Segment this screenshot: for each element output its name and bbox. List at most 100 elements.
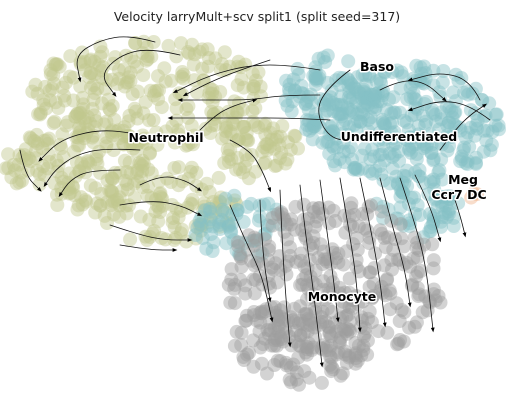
cell-point-undifferentiated bbox=[488, 118, 503, 133]
cell-point-neutrophil bbox=[117, 120, 132, 135]
cell-point-neutrophil bbox=[273, 129, 288, 144]
cell-point-undifferentiated bbox=[412, 169, 427, 184]
cell-point-undifferentiated bbox=[199, 241, 214, 256]
cell-point-monocyte bbox=[271, 311, 286, 326]
cell-point-neutrophil bbox=[270, 130, 285, 144]
cell-point-neutrophil bbox=[129, 143, 144, 158]
cell-point-undifferentiated bbox=[416, 141, 431, 156]
cell-point-neutrophil bbox=[28, 77, 43, 92]
cell-point-monocyte bbox=[422, 294, 437, 309]
cell-point-neutrophil bbox=[54, 170, 69, 185]
cell-point-undifferentiated bbox=[412, 163, 427, 177]
cell-point-undifferentiated bbox=[373, 158, 387, 173]
cell-point-monocyte bbox=[393, 333, 407, 347]
cell-point-undifferentiated bbox=[307, 117, 322, 132]
cell-point-neutrophil bbox=[50, 187, 64, 202]
cell-point-monocyte bbox=[342, 300, 357, 314]
cell-point-undifferentiated bbox=[353, 114, 368, 129]
cell-point-neutrophil bbox=[235, 120, 250, 134]
cell-point-undifferentiated bbox=[236, 214, 251, 229]
cell-point-neutrophil bbox=[112, 131, 127, 146]
cell-point-undifferentiated bbox=[417, 97, 432, 111]
cell-point-monocyte bbox=[329, 324, 344, 339]
cell-point-monocyte bbox=[371, 324, 386, 339]
cell-point-monocyte bbox=[291, 316, 306, 331]
cell-point-monocyte bbox=[377, 258, 392, 273]
streamline-0 bbox=[299, 184, 324, 368]
cell-point-monocyte bbox=[426, 261, 441, 276]
cell-point-undifferentiated bbox=[406, 86, 421, 101]
cell-point-monocyte bbox=[331, 255, 346, 270]
cell-point-neutrophil bbox=[215, 204, 229, 219]
cell-point-undifferentiated bbox=[458, 156, 473, 171]
cell-point-neutrophil bbox=[153, 205, 168, 219]
cell-point-undifferentiated bbox=[359, 92, 374, 107]
cell-point-neutrophil bbox=[251, 65, 266, 80]
cell-point-neutrophil bbox=[105, 99, 120, 113]
cell-point-monocyte bbox=[249, 232, 264, 247]
cell-point-undifferentiated bbox=[366, 92, 381, 107]
cell-point-undifferentiated bbox=[291, 67, 306, 82]
cell-point-monocyte bbox=[320, 301, 335, 316]
cell-point-neutrophil bbox=[174, 36, 188, 51]
cell-point-neutrophil bbox=[99, 72, 114, 87]
cell-point-monocyte bbox=[380, 272, 395, 286]
cell-point-neutrophil bbox=[138, 229, 153, 244]
cell-point-neutrophil bbox=[139, 136, 154, 151]
cell-point-undifferentiated bbox=[386, 105, 401, 120]
cell-point-neutrophil bbox=[49, 57, 64, 72]
cell-point-neutrophil bbox=[103, 184, 118, 199]
cell-point-undifferentiated bbox=[408, 165, 423, 180]
cell-point-undifferentiated bbox=[322, 97, 337, 112]
cell-point-undifferentiated bbox=[206, 235, 221, 250]
cell-point-undifferentiated bbox=[419, 139, 434, 154]
cell-point-undifferentiated bbox=[363, 110, 378, 125]
cell-point-neutrophil bbox=[263, 125, 278, 140]
cell-point-neutrophil bbox=[70, 106, 85, 121]
cell-point-neutrophil bbox=[121, 70, 136, 85]
cell-point-undifferentiated bbox=[336, 144, 351, 159]
cell-point-monocyte bbox=[352, 264, 367, 279]
cell-point-monocyte bbox=[281, 254, 296, 269]
cell-point-neutrophil bbox=[167, 135, 182, 150]
cell-point-neutrophil bbox=[120, 182, 135, 197]
cell-point-monocyte bbox=[270, 275, 285, 290]
cell-point-monocyte bbox=[265, 218, 280, 233]
cell-point-monocyte bbox=[397, 305, 412, 320]
cell-point-neutrophil bbox=[190, 85, 204, 100]
cell-point-monocyte bbox=[303, 317, 317, 332]
cell-point-neutrophil bbox=[120, 177, 135, 192]
cell-point-neutrophil bbox=[135, 180, 150, 195]
cell-point-undifferentiated bbox=[364, 87, 379, 102]
cell-point-undifferentiated bbox=[305, 132, 320, 147]
cell-point-undifferentiated bbox=[382, 92, 396, 107]
cell-point-monocyte bbox=[261, 242, 276, 257]
cell-point-monocyte bbox=[373, 283, 388, 298]
cell-point-monocyte bbox=[295, 277, 310, 292]
cell-point-undifferentiated bbox=[423, 224, 438, 239]
cell-point-undifferentiated bbox=[426, 152, 441, 166]
cell-point-neutrophil bbox=[51, 101, 66, 116]
cell-point-monocyte bbox=[273, 354, 288, 369]
cell-point-neutrophil bbox=[37, 167, 52, 182]
cell-point-undifferentiated bbox=[419, 114, 434, 129]
cell-point-neutrophil bbox=[82, 70, 96, 84]
cell-point-undifferentiated bbox=[386, 90, 401, 105]
cell-point-undifferentiated bbox=[435, 172, 450, 187]
cell-point-neutrophil bbox=[206, 195, 221, 209]
cell-point-neutrophil bbox=[76, 102, 90, 117]
cell-point-undifferentiated bbox=[372, 125, 387, 140]
cell-point-monocyte bbox=[293, 328, 308, 343]
cell-point-neutrophil bbox=[95, 45, 110, 60]
cell-point-neutrophil bbox=[92, 144, 106, 159]
cell-point-undifferentiated bbox=[345, 90, 360, 105]
cell-point-neutrophil bbox=[77, 54, 92, 69]
cell-point-monocyte bbox=[298, 345, 313, 360]
cell-point-neutrophil bbox=[136, 135, 151, 150]
cell-point-undifferentiated bbox=[306, 119, 321, 134]
cell-point-undifferentiated bbox=[350, 107, 365, 122]
cell-point-monocyte bbox=[281, 313, 296, 328]
cell-point-undifferentiated bbox=[388, 105, 402, 120]
cell-point-neutrophil bbox=[87, 54, 102, 69]
cell-point-neutrophil bbox=[93, 198, 108, 213]
